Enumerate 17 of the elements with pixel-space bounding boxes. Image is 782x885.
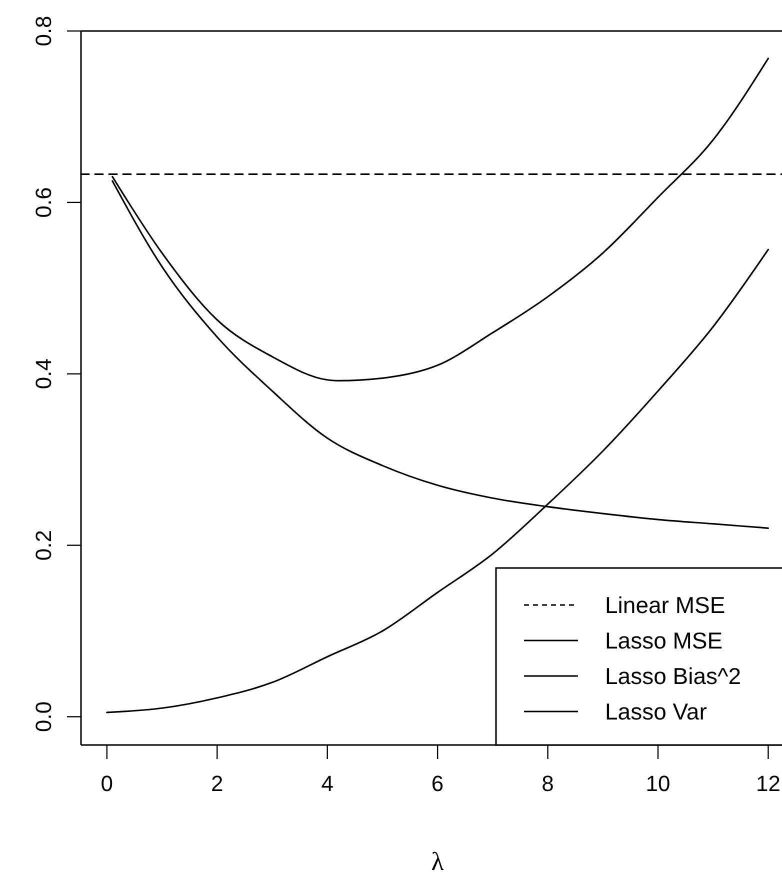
y-tick-label: 0.4 [31, 358, 56, 390]
x-tick-label: 8 [542, 771, 554, 796]
legend-label: Lasso MSE [605, 628, 723, 654]
y-tick-label: 0.0 [31, 701, 56, 732]
y-tick-label: 0.8 [31, 16, 56, 46]
x-tick-label: 10 [646, 771, 670, 796]
x-tick-label: 0 [100, 771, 114, 796]
x-tick-label: 2 [210, 771, 224, 796]
legend-label: Linear MSE [605, 592, 726, 618]
legend-label: Lasso Bias^2 [605, 663, 742, 689]
y-tick-label: 0.2 [31, 530, 56, 561]
x-tick-label: 12 [756, 771, 780, 796]
x-axis-title: λ [431, 847, 444, 876]
y-tick-label: 0.6 [31, 187, 56, 218]
x-tick-label: 4 [321, 771, 334, 796]
legend-label: Lasso Var [605, 698, 708, 724]
x-tick-label: 6 [431, 771, 444, 796]
